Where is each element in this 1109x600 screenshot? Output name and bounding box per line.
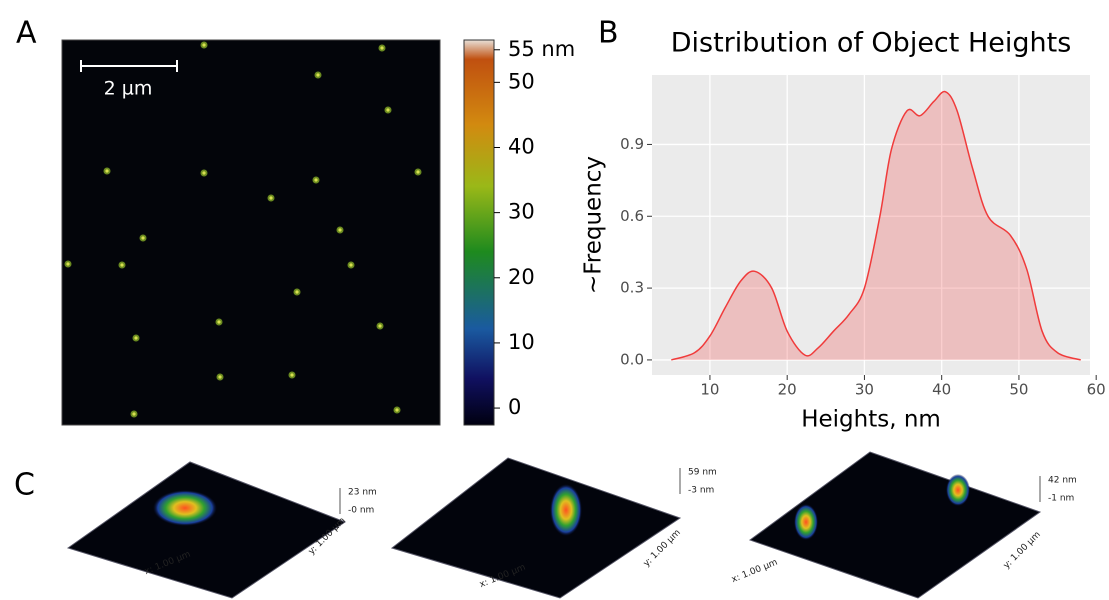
particle-core [217, 320, 221, 324]
particle-core [141, 236, 145, 240]
particle-core [202, 43, 206, 47]
y-tick-label: 0.6 [620, 207, 644, 225]
particle-core [120, 263, 124, 267]
colorbar-tick-label: 20 [508, 265, 535, 289]
panel-label: A [16, 16, 37, 51]
particle-core [134, 336, 138, 340]
y-axis-label: ~Frequency [581, 156, 607, 294]
3d-panel [66, 451, 1042, 599]
x-tick-label: 50 [1009, 381, 1028, 399]
particle-core [416, 170, 420, 174]
y-tick-label: 0.9 [620, 135, 644, 153]
particle-core [66, 262, 70, 266]
particle-core [316, 73, 320, 77]
particle-core [338, 228, 342, 232]
particle-core [380, 46, 384, 50]
x-tick-label: 30 [855, 381, 874, 399]
particle-core [395, 408, 399, 412]
afm-image [61, 39, 441, 426]
particle-core [314, 178, 318, 182]
colorbar-tick-label: 40 [508, 134, 535, 158]
x-tick-label: 10 [700, 381, 719, 399]
colorbar-tick-label: 55 nm [508, 37, 575, 61]
particle-core [202, 171, 206, 175]
x-axis-label: Heights, nm [801, 407, 941, 433]
y-axis-label: y: 1.00 µm [1002, 530, 1043, 571]
x-tick-label: 40 [932, 381, 951, 399]
height-max: 59 nm [688, 468, 717, 478]
particle-core [218, 375, 222, 379]
particle-core [378, 324, 382, 328]
chart-title: Distribution of Object Heights [671, 28, 1072, 59]
height-min: -0 nm [348, 506, 374, 516]
particle-core [105, 169, 109, 173]
plot-panel [652, 75, 1090, 375]
x-tick-label: 20 [778, 381, 797, 399]
particle-core [295, 290, 299, 294]
colorbar-tick-label: 0 [508, 395, 521, 419]
height-min: -1 nm [1048, 494, 1074, 504]
particle-core [290, 373, 294, 377]
particle-core [269, 196, 273, 200]
height-max: 23 nm [348, 488, 377, 498]
afm-particles [64, 41, 422, 418]
height-max: 42 nm [1048, 476, 1077, 486]
x-tick-label: 60 [1087, 381, 1106, 399]
colorbar [463, 39, 495, 426]
colorbar-tick-label: 10 [508, 330, 535, 354]
particle-core [132, 412, 136, 416]
colorbar-tick-label: 50 [508, 69, 535, 93]
colorbar-tick-label: 30 [508, 200, 535, 224]
x-axis-label: x: 1.00 µm [730, 558, 779, 585]
y-tick-label: 0.0 [620, 350, 644, 368]
y-tick-label: 0.3 [620, 279, 644, 297]
height-min: -3 nm [688, 486, 714, 496]
density-line [671, 90, 1081, 361]
particle-core [349, 263, 353, 267]
particle-core [386, 108, 390, 112]
scale-bar-label: 2 µm [104, 78, 153, 100]
panel-label: C [14, 468, 35, 503]
panel-label: B [598, 16, 619, 51]
